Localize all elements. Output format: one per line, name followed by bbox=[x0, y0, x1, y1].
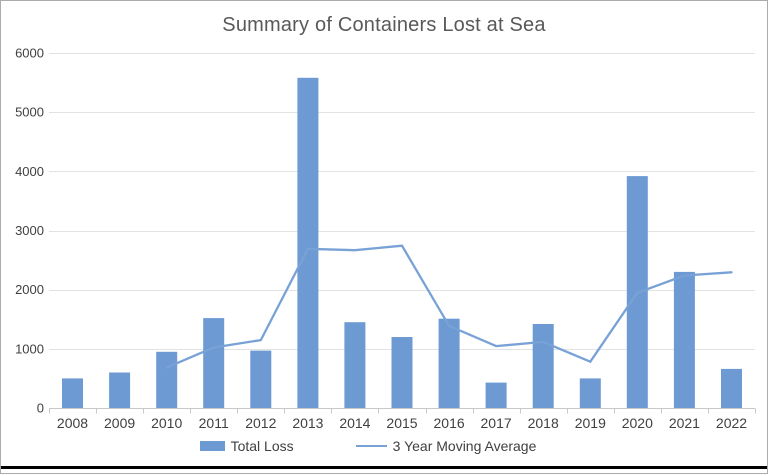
x-axis-tick-label-2021: 2021 bbox=[669, 415, 700, 431]
x-axis-tick-label-2018: 2018 bbox=[528, 415, 559, 431]
legend-item-moving-average: 3 Year Moving Average bbox=[355, 438, 537, 454]
x-axis-tick-label-2017: 2017 bbox=[481, 415, 512, 431]
chart-legend: Total Loss 3 Year Moving Average bbox=[1, 438, 751, 454]
y-axis-tick-label-0: 0 bbox=[37, 401, 44, 416]
bar-2009 bbox=[109, 372, 131, 408]
chart-plot-area: 0 1000 2000 3000 4000 5000 6000 2008 2009 2010 201… bbox=[15, 46, 756, 431]
x-axis-tick-label-2010: 2010 bbox=[151, 415, 182, 431]
bar-2019 bbox=[579, 378, 601, 408]
x-axis-tick-label-2008: 2008 bbox=[57, 415, 88, 431]
bar-2011 bbox=[203, 318, 225, 408]
x-axis-tick-label-2013: 2013 bbox=[292, 415, 323, 431]
bar-2015 bbox=[391, 337, 413, 408]
bar-2018 bbox=[532, 324, 554, 408]
moving-average-line bbox=[165, 244, 733, 369]
x-axis-tick-label-2020: 2020 bbox=[622, 415, 653, 431]
y-axis-tick-label-2000: 2000 bbox=[15, 282, 44, 297]
x-axis-tick-label-2011: 2011 bbox=[199, 415, 229, 431]
total-loss-swatch-icon bbox=[199, 441, 225, 451]
bar-2014 bbox=[344, 322, 366, 408]
x-axis-tick-label-2012: 2012 bbox=[245, 415, 276, 431]
bar-2017 bbox=[485, 382, 507, 408]
bar-2022 bbox=[721, 368, 742, 408]
bottom-border-line bbox=[1, 466, 767, 469]
x-axis-tick-label-2019: 2019 bbox=[575, 415, 606, 431]
y-axis-tick-label-6000: 6000 bbox=[15, 46, 44, 61]
legend-label-total-loss: Total Loss bbox=[230, 438, 294, 454]
y-axis-tick-label-5000: 5000 bbox=[15, 105, 44, 120]
moving-average-swatch-icon bbox=[355, 444, 387, 448]
bar-2010 bbox=[156, 351, 178, 408]
bar-2016 bbox=[438, 318, 460, 408]
y-axis-tick-label-4000: 4000 bbox=[15, 164, 44, 179]
legend-item-total-loss: Total Loss bbox=[199, 438, 294, 454]
bar-2008 bbox=[62, 378, 83, 408]
bar-2013 bbox=[297, 77, 319, 409]
x-axis-tick-label-2015: 2015 bbox=[386, 415, 417, 431]
x-axis-tick-label-2009: 2009 bbox=[104, 415, 135, 431]
y-axis-tick-label-1000: 1000 bbox=[15, 341, 44, 356]
y-axis-tick-label-3000: 3000 bbox=[15, 223, 44, 238]
x-axis-tick-label-2016: 2016 bbox=[434, 415, 465, 431]
chart-title: Summary of Containers Lost at Sea bbox=[222, 14, 546, 36]
bar-2021 bbox=[673, 271, 695, 408]
legend-label-moving-average: 3 Year Moving Average bbox=[392, 438, 537, 454]
x-axis-tick-label-2014: 2014 bbox=[339, 415, 370, 431]
x-axis-tick-label-2022: 2022 bbox=[716, 415, 747, 431]
bar-2012 bbox=[250, 350, 272, 408]
